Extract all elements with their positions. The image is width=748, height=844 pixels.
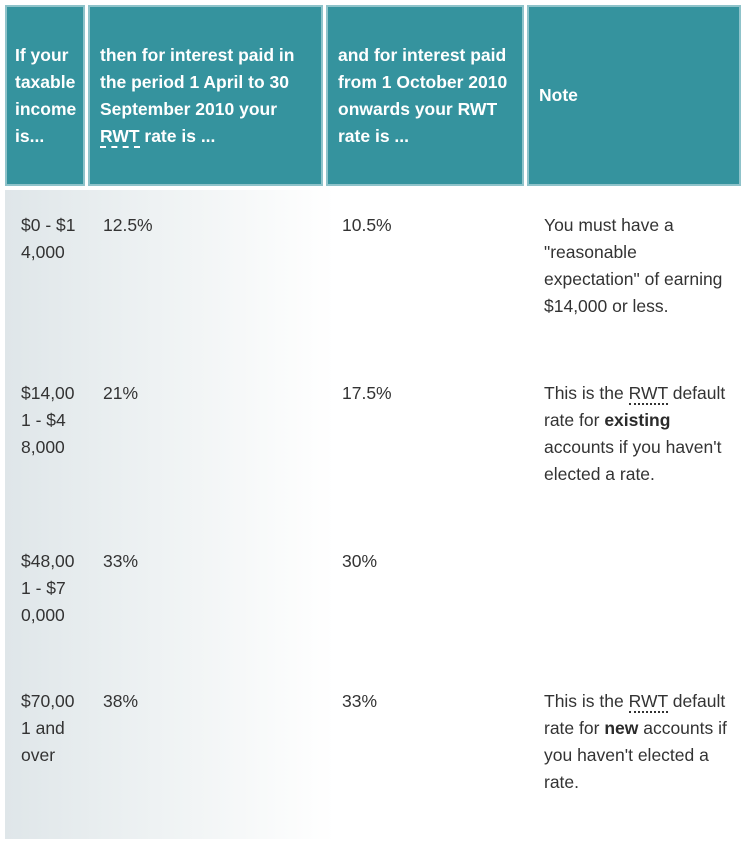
header-rate-period1-label: then for interest paid in the period 1 A… (100, 42, 313, 150)
rate-period1-cell: 38% (103, 691, 139, 711)
header-rate-period1-pre: then for interest paid in the period 1 A… (100, 44, 295, 119)
rate-period1-cell: 12.5% (103, 215, 153, 235)
income-cell: $70,001 and over (21, 691, 75, 765)
table-row: $70,001 and over 38% 33% This is the RWT… (5, 666, 741, 839)
note-text: This is the (544, 383, 629, 403)
note-emphasis: existing (604, 410, 671, 430)
note-emphasis: new (604, 718, 639, 738)
rwt-abbreviation[interactable]: RWT (628, 383, 668, 405)
header-income-label: If your taxable income is... (15, 44, 77, 146)
header-rate-period2: and for interest paid from 1 October 201… (326, 5, 524, 186)
note-cell: This is the RWT default rate for existin… (544, 380, 734, 488)
note-cell: You must have a "reasonable expectation"… (544, 215, 723, 316)
note-text: default rate for (544, 383, 726, 430)
header-rate-period1-post: rate is ... (139, 125, 216, 146)
income-cell: $14,001 - $48,000 (21, 383, 75, 457)
header-rate-period2-label: and for interest paid from 1 October 201… (338, 44, 508, 146)
table-header: If your taxable income is... then for in… (5, 5, 741, 190)
rwt-abbreviation[interactable]: RWT (628, 691, 668, 713)
income-cell: $0 - $14,000 (21, 215, 76, 262)
header-income: If your taxable income is... (5, 5, 85, 186)
note-text: default rate for (544, 691, 726, 738)
rate-period2-cell: 30% (342, 551, 378, 571)
table-body: $0 - $14,000 12.5% 10.5% You must have a… (5, 190, 741, 839)
rate-period2-cell: 10.5% (342, 215, 392, 235)
rate-period2-cell: 17.5% (342, 383, 392, 403)
note-text: This is the (544, 691, 629, 711)
note-text: accounts if you haven't elected a rate. (544, 718, 727, 792)
rate-period1-cell: 21% (103, 383, 139, 403)
rwt-abbreviation[interactable]: RWT (100, 125, 140, 148)
rate-period2-cell: 33% (342, 691, 378, 711)
note-cell: This is the RWT default rate for new acc… (544, 688, 734, 796)
table-row: $48,001 - $70,000 33% 30% (5, 526, 741, 666)
rate-period1-cell: 33% (103, 551, 139, 571)
header-note-label: Note (539, 85, 578, 105)
header-rate-period1: then for interest paid in the period 1 A… (88, 5, 323, 186)
note-text: accounts if you haven't elected a rate. (544, 437, 722, 484)
table-row: $14,001 - $48,000 21% 17.5% This is the … (5, 358, 741, 526)
header-note: Note (527, 5, 741, 186)
rwt-rates-table: If your taxable income is... then for in… (5, 5, 741, 839)
table-row: $0 - $14,000 12.5% 10.5% You must have a… (5, 190, 741, 358)
income-cell: $48,001 - $70,000 (21, 551, 75, 625)
